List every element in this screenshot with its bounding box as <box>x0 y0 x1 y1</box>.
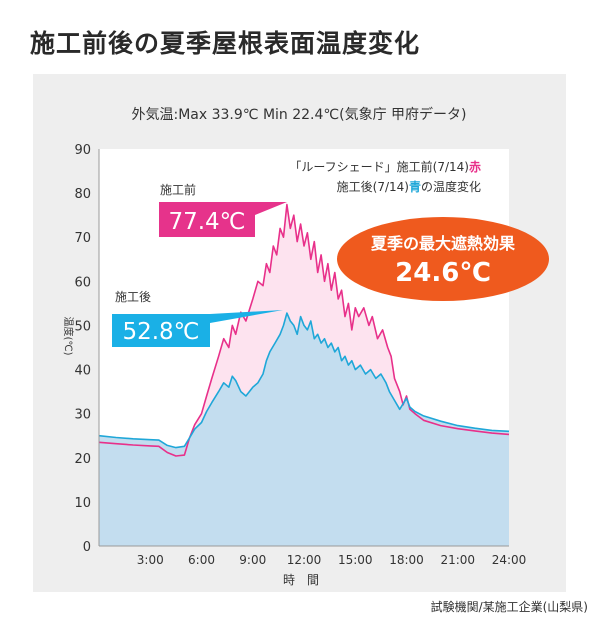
x-tick-label: 3:00 <box>137 553 164 567</box>
chart-subtitle: 外気温:Max 33.9℃ Min 22.4℃(気象庁 甲府データ) <box>131 106 466 123</box>
series-after-line <box>98 312 510 449</box>
y-tick-label: 30 <box>74 408 91 423</box>
temperature-chart: 0 10 20 30 40 50 60 70 80 90 3:00 6:00 9:00 12:00 15:… <box>62 106 549 587</box>
after-caption: 施工後 <box>115 290 151 304</box>
y-tick-label: 50 <box>74 319 91 334</box>
legend-line-2: 施工後(7/14)青の温度変化 <box>337 179 481 194</box>
x-tick-label: 12:00 <box>287 553 322 567</box>
x-tick-label: 21:00 <box>440 553 475 567</box>
y-axis-label: 温度(℃) <box>62 316 75 355</box>
chart-panel: 0 10 20 30 40 50 60 70 80 90 3:00 6:00 9:00 12:00 15:… <box>33 74 566 592</box>
effect-value: 24.6℃ <box>395 258 491 288</box>
x-tick-label: 6:00 <box>188 553 215 567</box>
page-title: 施工前後の夏季屋根表面温度変化 <box>30 29 421 58</box>
legend-after-text: 施工後(7/14) <box>337 180 409 194</box>
y-tick-label: 80 <box>74 187 91 202</box>
legend-blue-word: 青 <box>409 179 421 194</box>
series-before-line <box>98 203 510 457</box>
x-tick-label: 9:00 <box>239 553 266 567</box>
legend-line-1: 「ルーフシェード」施工前(7/14)赤 <box>289 159 481 174</box>
source-note: 試験機関/某施工企業(山梨県) <box>430 600 588 614</box>
before-value-label-bg <box>159 202 287 237</box>
before-caption: 施工前 <box>160 182 196 197</box>
before-value-label: 77.4℃ <box>168 209 245 235</box>
y-tick-label: 70 <box>74 231 91 246</box>
x-axis-label: 時 間 <box>283 573 319 587</box>
effect-badge <box>337 217 549 301</box>
legend-red-word: 赤 <box>469 159 481 174</box>
x-tick-label: 15:00 <box>338 553 373 567</box>
x-tick-label: 24:00 <box>492 553 527 567</box>
y-tick-label: 20 <box>74 452 91 467</box>
after-value-label: 52.8℃ <box>122 319 199 345</box>
x-tick-label: 18:00 <box>389 553 424 567</box>
y-tick-label: 0 <box>83 540 91 555</box>
y-tick-label: 60 <box>74 275 91 290</box>
after-value-label-bg <box>112 310 283 347</box>
legend-tail-text: の温度変化 <box>421 179 481 194</box>
y-tick-label: 90 <box>74 143 91 158</box>
legend-before-text: 「ルーフシェード」施工前(7/14) <box>289 159 469 174</box>
y-tick-label: 10 <box>74 496 91 511</box>
effect-title: 夏季の最大遮熱効果 <box>370 234 515 253</box>
series-after-area <box>99 313 509 546</box>
y-tick-label: 40 <box>74 364 91 379</box>
